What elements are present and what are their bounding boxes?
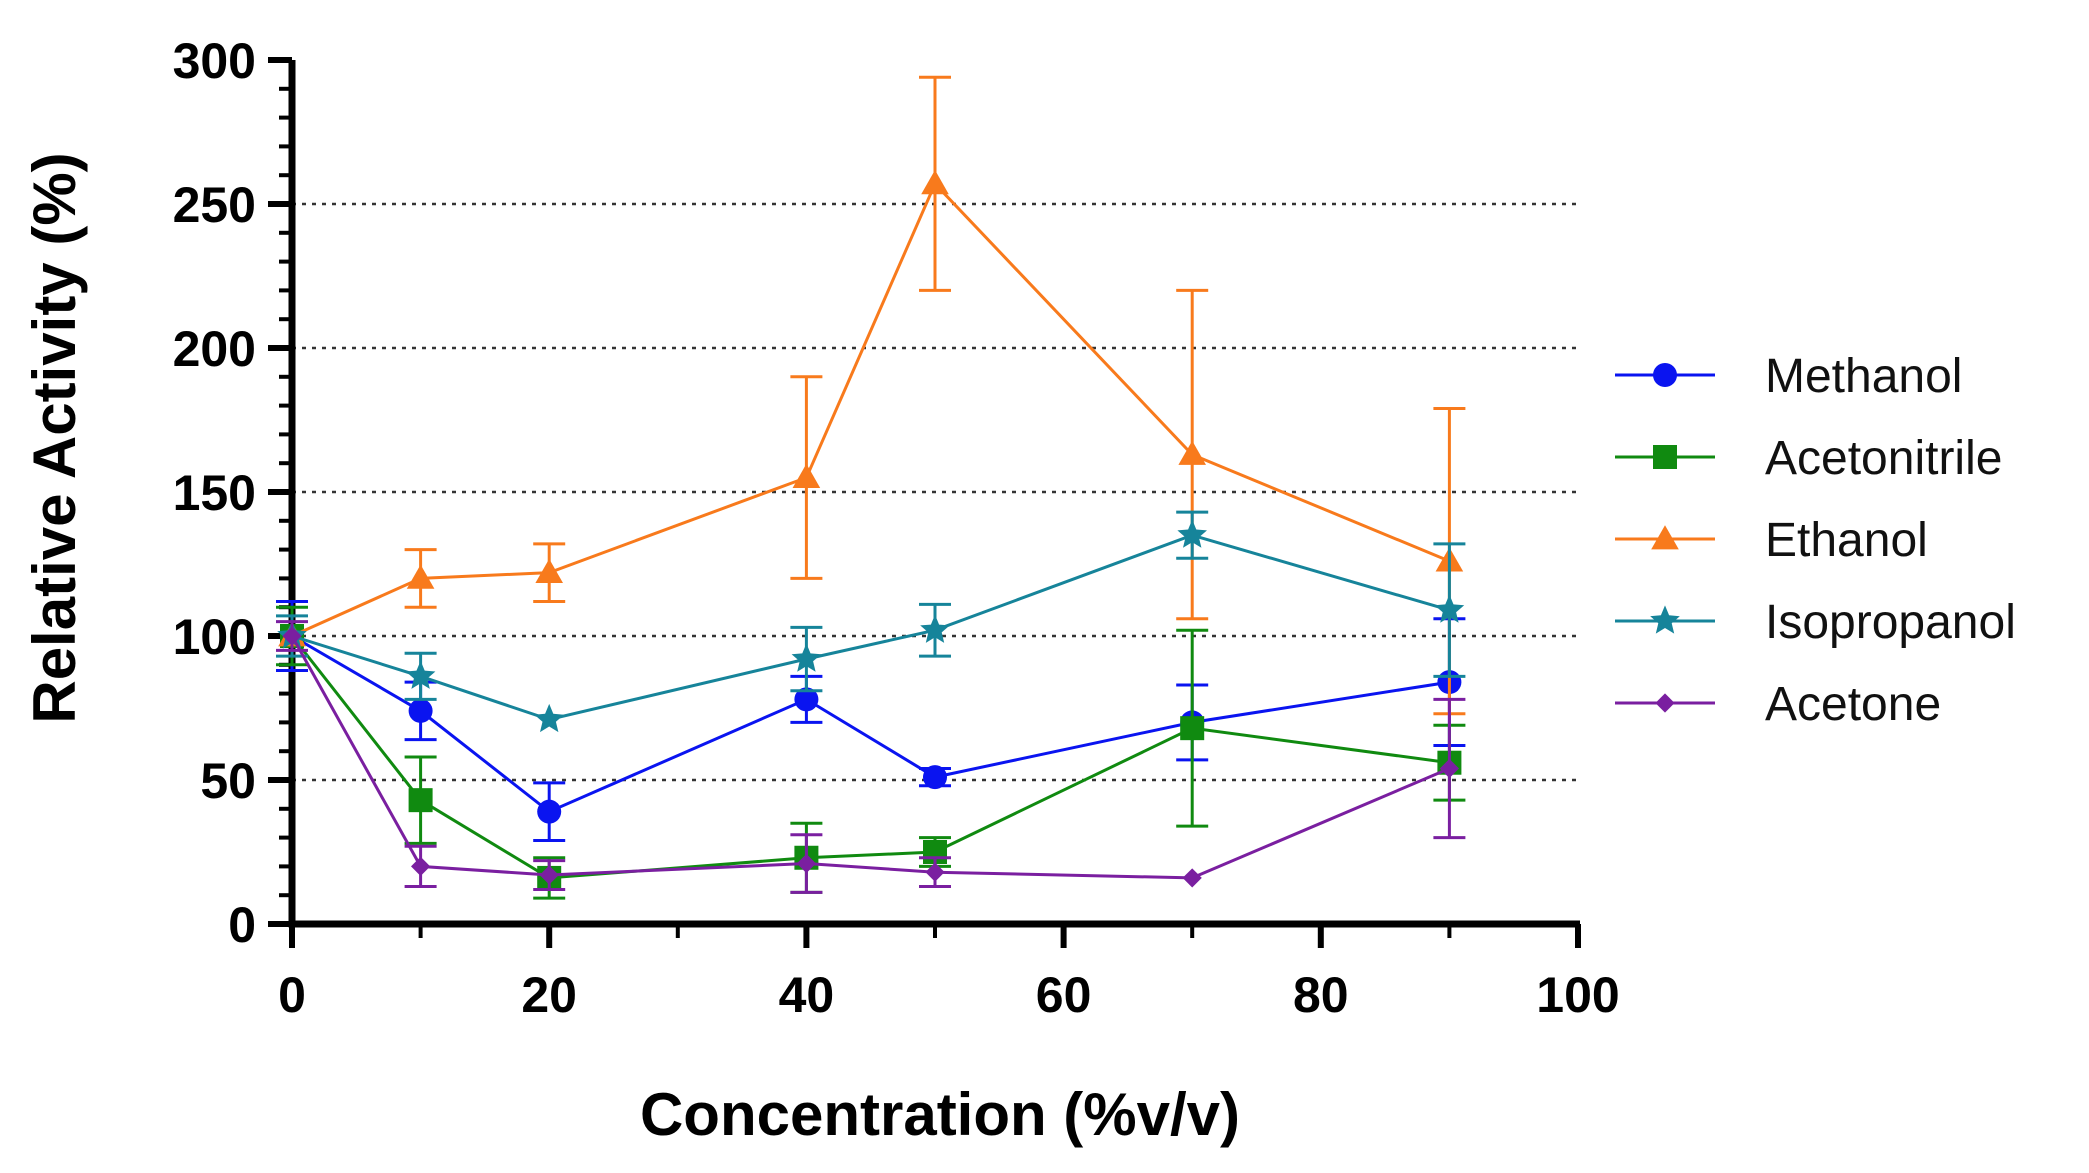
series-isopropanol [276, 510, 1466, 733]
y-tick-label: 100 [173, 609, 256, 665]
x-tick-label: 60 [1036, 967, 1092, 1023]
tick-marks [268, 57, 1581, 948]
data-point [1180, 716, 1205, 741]
legend-marker [1653, 363, 1677, 387]
data-point [925, 862, 945, 882]
series-layer [276, 75, 1466, 900]
x-tick-label: 20 [521, 967, 577, 1023]
data-point [794, 687, 819, 712]
data-point [1182, 868, 1202, 888]
x-axis-title: Concentration (%v/v) [640, 1081, 1240, 1148]
x-tick-label: 0 [278, 967, 306, 1023]
series-line-isopropanol [291, 533, 1450, 722]
legend-item-methanol: Methanol [1615, 350, 1962, 403]
legend-item-acetone: Acetone [1615, 678, 1941, 731]
x-tick-label: 80 [1293, 967, 1349, 1023]
legend-marker [1650, 605, 1680, 634]
data-point [1434, 594, 1465, 623]
data-point [406, 564, 435, 589]
legend-label: Methanol [1765, 350, 1962, 403]
data-point [282, 626, 302, 646]
legend-marker [1655, 693, 1675, 713]
data-point [796, 853, 816, 874]
series-acetone [276, 620, 1466, 894]
x-tick-label: 40 [779, 967, 835, 1023]
series-methanol [276, 599, 1466, 842]
data-point [921, 170, 949, 195]
data-point [791, 643, 822, 672]
data-point [1439, 758, 1459, 779]
y-tick-label: 300 [173, 33, 256, 89]
legend: Methanol Acetonitrile Ethanol Isopropanol Ac… [1615, 350, 2016, 731]
data-point [920, 614, 950, 643]
data-point [534, 703, 564, 733]
series-line-ethanol [291, 181, 1450, 638]
series-ethanol [278, 75, 1466, 716]
data-point [792, 463, 821, 488]
series-acetonitrile [276, 605, 1466, 900]
legend-label: Acetone [1765, 678, 1941, 731]
legend-label: Acetonitrile [1765, 432, 2002, 485]
data-point [408, 698, 433, 723]
legend-label: Isopropanol [1765, 596, 2016, 649]
data-point [1177, 519, 1207, 548]
y-axis-title: Relative Activity (%) [21, 152, 88, 723]
legend-marker [1651, 525, 1679, 550]
data-point [535, 558, 563, 583]
y-tick-label: 0 [228, 897, 256, 953]
legend-label: Ethanol [1765, 514, 1928, 567]
data-point [408, 788, 433, 813]
y-tick-label: 150 [173, 465, 256, 521]
y-tick-label: 50 [200, 753, 256, 809]
x-tick-label: 100 [1536, 967, 1619, 1023]
data-point [411, 856, 431, 876]
legend-item-acetonitrile: Acetonitrile [1615, 432, 2002, 485]
data-point [1178, 440, 1206, 465]
data-point [539, 865, 559, 885]
legend-marker [1653, 445, 1677, 469]
y-tick-label: 250 [173, 177, 256, 233]
data-point [537, 799, 562, 824]
data-point [405, 660, 436, 689]
series-line-methanol [291, 634, 1450, 814]
tick-labels: 0 50 100 150 200 250 300 0 20 40 60 80 100 [173, 33, 1620, 1023]
y-tick-label: 200 [173, 321, 256, 377]
legend-item-ethanol: Ethanol [1615, 514, 1928, 567]
legend-item-isopropanol: Isopropanol [1615, 596, 2016, 649]
data-point [923, 765, 947, 790]
series-line-acetone [290, 635, 1450, 880]
